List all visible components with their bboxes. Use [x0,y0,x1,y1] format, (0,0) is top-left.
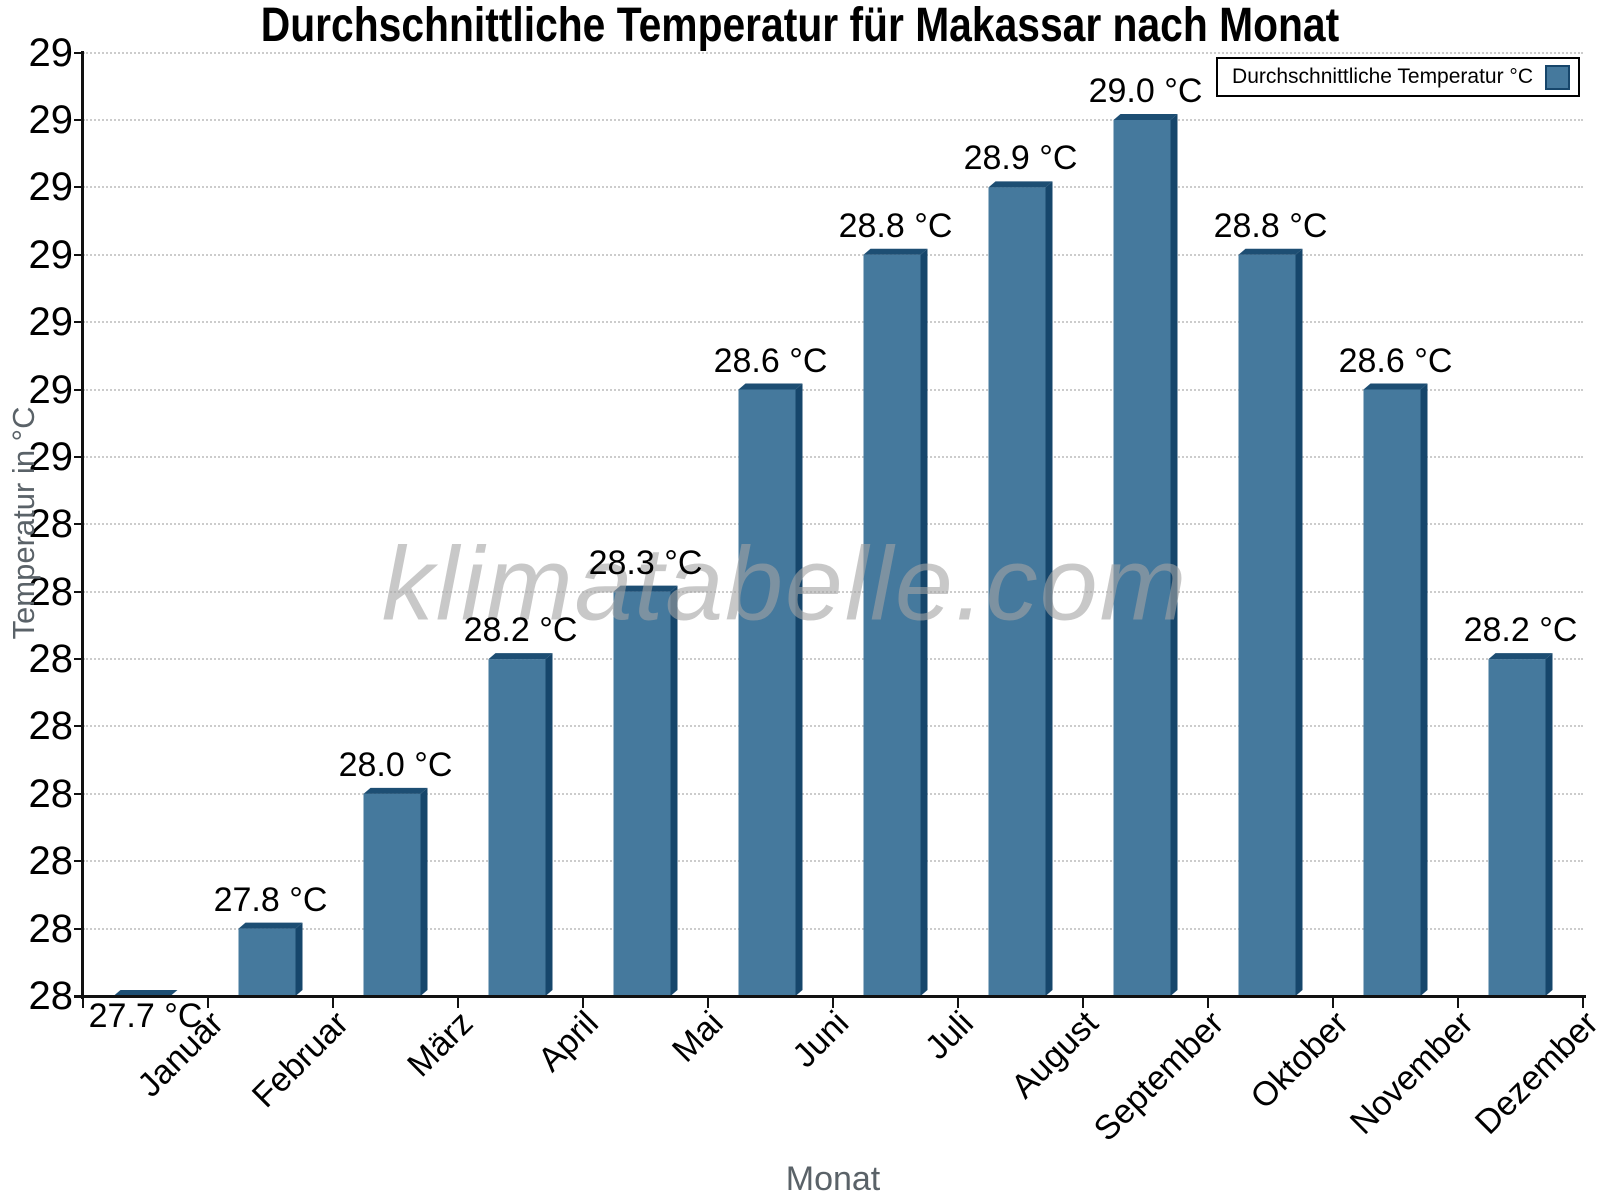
gridline [83,118,1583,121]
x-category-label: November [1343,1004,1481,1142]
gridline [83,658,1583,661]
bar-value-label: 29.0 °C [1088,71,1203,110]
y-tick [74,927,83,930]
bar-dezember [1488,653,1553,996]
y-tick-label: 28 [28,569,74,614]
bar-value-label: 28.2 °C [463,611,578,650]
legend: Durchschnittliche Temperatur °C [1216,57,1580,97]
x-tick [1082,996,1084,1008]
gridline [83,725,1583,728]
y-tick [74,51,83,54]
x-category-label: Juli [917,1004,981,1067]
x-tick [582,996,584,1008]
y-tick-label: 29 [28,300,74,345]
bar-märz [363,787,428,996]
y-tick-label: 28 [28,839,74,884]
gridline [83,51,1583,54]
y-tick-label: 29 [28,165,74,210]
y-tick [74,253,83,256]
y-tick-label: 29 [28,97,74,142]
bar-value-label: 28.2 °C [1463,611,1578,650]
bar-value-label: 28.8 °C [1213,206,1328,245]
y-tick-label: 28 [28,771,74,816]
x-tick [832,996,834,1008]
y-tick [74,658,83,661]
x-tick [1457,996,1459,1008]
y-tick-label: 28 [28,704,74,749]
y-tick [74,725,83,728]
bar-november [1363,383,1428,996]
legend-swatch-icon [1545,64,1570,90]
x-tick [957,996,959,1008]
gridline [83,253,1583,256]
y-tick [74,523,83,526]
y-tick [74,455,83,458]
x-category-label: Oktober [1243,1004,1356,1117]
y-tick [74,388,83,391]
x-tick [1207,996,1209,1008]
x-axis-title: Monat [785,1160,881,1198]
y-tick [74,186,83,189]
chart-title: Durchschnittliche Temperatur für Makassa… [260,0,1340,52]
y-axis-line [81,51,84,999]
bar-value-label: 28.9 °C [963,139,1078,178]
bar-oktober [1238,248,1303,996]
y-tick [74,321,83,324]
bar-mai [613,585,678,996]
y-tick [74,118,83,121]
x-category-label: Dezember [1468,1004,1600,1142]
x-category-label: September [1086,1004,1231,1149]
y-tick [74,590,83,593]
gridline [83,860,1583,863]
y-tick-label: 29 [28,367,74,412]
bar-value-label: 27.7 °C [88,997,203,1035]
gridline [83,388,1583,391]
y-tick-label: 29 [28,30,74,75]
x-category-label: März [400,1004,481,1085]
legend-series-label: Durchschnittliche Temperatur °C [1232,65,1533,88]
y-tick [74,792,83,795]
x-tick [207,996,209,1008]
bar-februar [238,922,303,996]
y-tick [74,860,83,863]
bar-april [488,653,553,996]
gridline [83,186,1583,189]
gridline [83,523,1583,526]
gridline [83,927,1583,930]
y-tick-label: 28 [28,974,74,1018]
x-category-label: Juni [784,1004,856,1075]
bar-juni [738,383,803,996]
gridline [83,792,1583,795]
gridline [83,455,1583,458]
y-tick-label: 28 [28,906,74,951]
x-axis-line [74,995,1586,998]
x-category-label: August [1004,1004,1106,1106]
x-category-label: Mai [665,1004,731,1070]
x-tick [332,996,334,1008]
gridline [83,321,1583,324]
x-tick [457,996,459,1008]
x-tick [1582,996,1584,1008]
y-tick-label: 28 [28,502,74,547]
bar-value-label: 28.0 °C [338,745,453,784]
x-tick [1332,996,1334,1008]
y-tick-label: 29 [28,434,74,479]
x-category-label: Februar [244,1004,356,1116]
y-tick-label: 29 [28,232,74,277]
bar-value-label: 28.6 °C [1338,341,1453,380]
y-axis-title: Temperatur in °C [6,406,41,640]
x-tick [82,996,84,1008]
x-tick [707,996,709,1008]
y-tick-label: 28 [28,637,74,682]
x-category-label: April [530,1004,606,1079]
bar-value-label: 27.8 °C [213,880,328,919]
bar-value-label: 28.6 °C [713,341,828,380]
gridline [83,590,1583,593]
bar-value-label: 28.3 °C [588,543,703,582]
bar-value-label: 28.8 °C [838,206,953,245]
